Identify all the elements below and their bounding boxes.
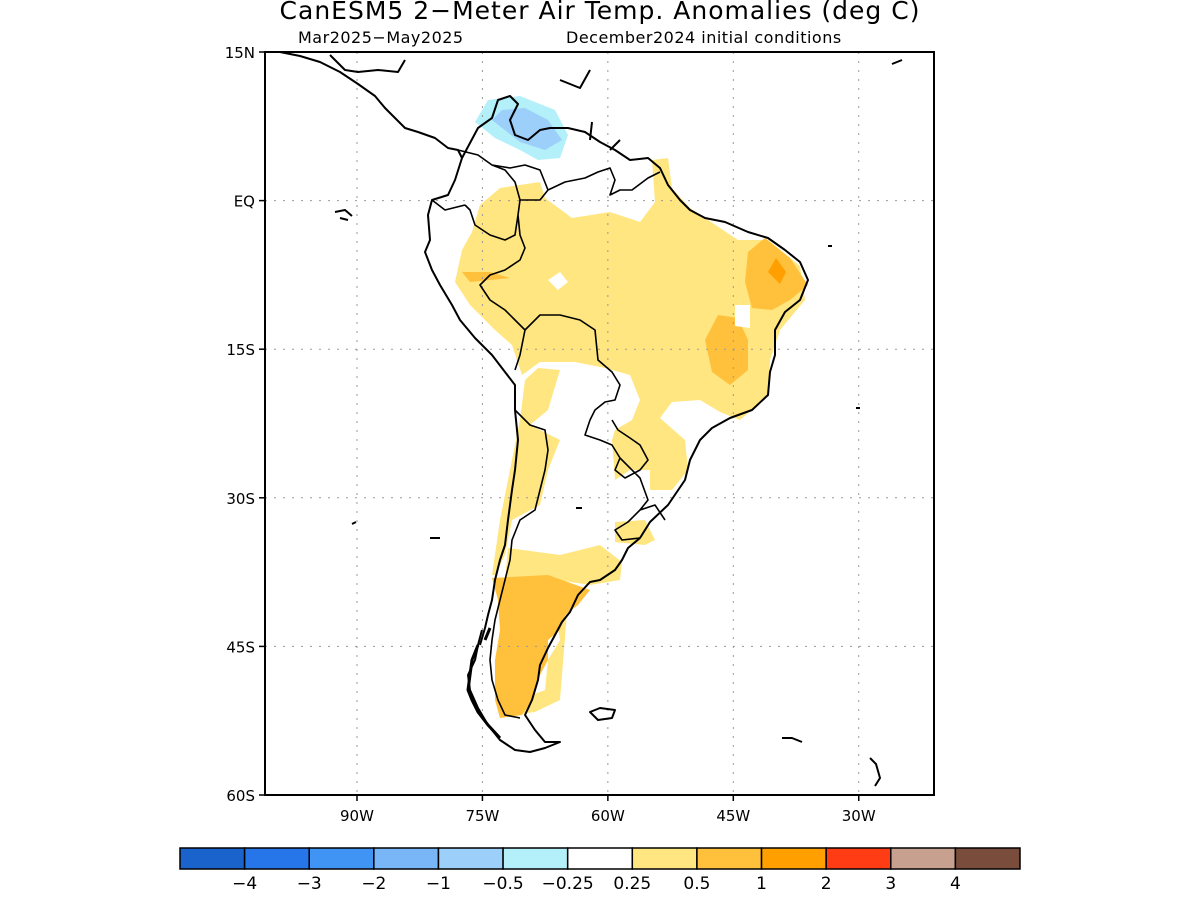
- colorbar-swatch-3: [373, 847, 440, 870]
- colorbar-swatch-8: [696, 847, 763, 870]
- anomaly-0.25-0.5-patagonia-fringe: [518, 600, 568, 714]
- grid-lines: [265, 52, 934, 795]
- colorbar-label: −3: [297, 874, 322, 894]
- coastline-south-america: [461, 95, 809, 753]
- anomaly-0.5-1-patagonia: [492, 575, 590, 718]
- colorbar-label: 2: [821, 874, 832, 894]
- colorbar-swatch-1: [243, 847, 310, 870]
- initial-conditions: December2024 initial conditions: [566, 28, 842, 47]
- longitude-axis: 90W 75W 60W 45W 30W: [340, 795, 876, 825]
- coastline-chile-fjords: [466, 627, 502, 740]
- colorbar-label: 1: [756, 874, 767, 894]
- anomaly-neutral-hole-east: [735, 305, 750, 328]
- anomaly-0.25-0.5-uruguay: [615, 520, 655, 545]
- colorbar-label: −1: [426, 874, 451, 894]
- anomaly-1-2-northeast-spot: [768, 258, 786, 284]
- anomaly-0.25-0.5-andes: [492, 368, 560, 575]
- colorbar-label: 4: [950, 874, 961, 894]
- anomaly-neutral-hole-amazon: [548, 272, 568, 290]
- coastline-central-america: [279, 52, 519, 646]
- lon-tick-label: 30W: [842, 807, 876, 825]
- anomaly-neg-1-0.5-venezuela: [492, 108, 562, 150]
- lon-tick-label: 60W: [591, 807, 625, 825]
- colorbar-swatch-10: [825, 847, 892, 870]
- colorbar-label: −4: [232, 874, 257, 894]
- map-frame: [264, 51, 935, 796]
- colorbar-swatch-2: [308, 847, 375, 870]
- colorbar: −4 −3 −2 −1 −0.5 −0.25 0.25 0.5 1 2 3 4: [179, 847, 1021, 894]
- south-georgia: [782, 737, 803, 743]
- colorbar-label: −0.5: [482, 874, 523, 894]
- colorbar-label: 0.25: [613, 874, 651, 894]
- map-title: CanESM5 2−Meter Air Temp. Anomalies (deg…: [279, 0, 921, 25]
- lat-tick-label: 15S: [226, 341, 255, 359]
- latitude-axis: 15N EQ 15S 30S 45S 60S: [225, 44, 265, 805]
- small-islands: [351, 59, 903, 539]
- lat-tick-label: 45S: [226, 638, 255, 656]
- country-borders: [431, 149, 666, 719]
- falkland-islands: [589, 707, 616, 721]
- lat-tick-label: 60S: [226, 787, 255, 805]
- colorbar-swatch-11: [890, 847, 957, 870]
- lon-tick-label: 90W: [340, 807, 374, 825]
- sandwich-islands: [869, 757, 881, 787]
- lat-tick-label: 15N: [225, 44, 255, 62]
- colorbar-swatch-9: [760, 847, 827, 870]
- lat-tick-label: 30S: [226, 490, 255, 508]
- colorbar-swatch-6: [566, 847, 634, 870]
- colorbar-label: 0.5: [683, 874, 710, 894]
- anomaly-0.5-1-peru-strip: [462, 272, 510, 282]
- colorbar-swatch-0: [179, 847, 246, 870]
- lon-tick-label: 45W: [716, 807, 750, 825]
- lon-tick-label: 75W: [465, 807, 499, 825]
- colorbar-swatch-12: [954, 847, 1021, 870]
- coastline-caribbean: [329, 54, 621, 151]
- anomaly-0.5-1-east-brazil: [705, 315, 748, 385]
- colorbar-label: 3: [885, 874, 896, 894]
- colorbar-label: −0.25: [542, 874, 594, 894]
- colorbar-swatch-7: [631, 847, 698, 870]
- anomaly-shading: [455, 96, 808, 718]
- colorbar-swatch-4: [437, 847, 504, 870]
- anomaly-0.25-0.5-amazon-brazil: [455, 158, 805, 490]
- anomaly-0.25-0.5-argentina: [505, 545, 622, 585]
- plot-area: [265, 52, 934, 795]
- forecast-period: Mar2025−May2025: [298, 28, 464, 47]
- colorbar-swatch-5: [502, 847, 569, 870]
- colorbar-label: −2: [361, 874, 386, 894]
- galapagos: [334, 209, 353, 221]
- coastline: [279, 52, 903, 787]
- lat-tick-label: EQ: [234, 193, 255, 211]
